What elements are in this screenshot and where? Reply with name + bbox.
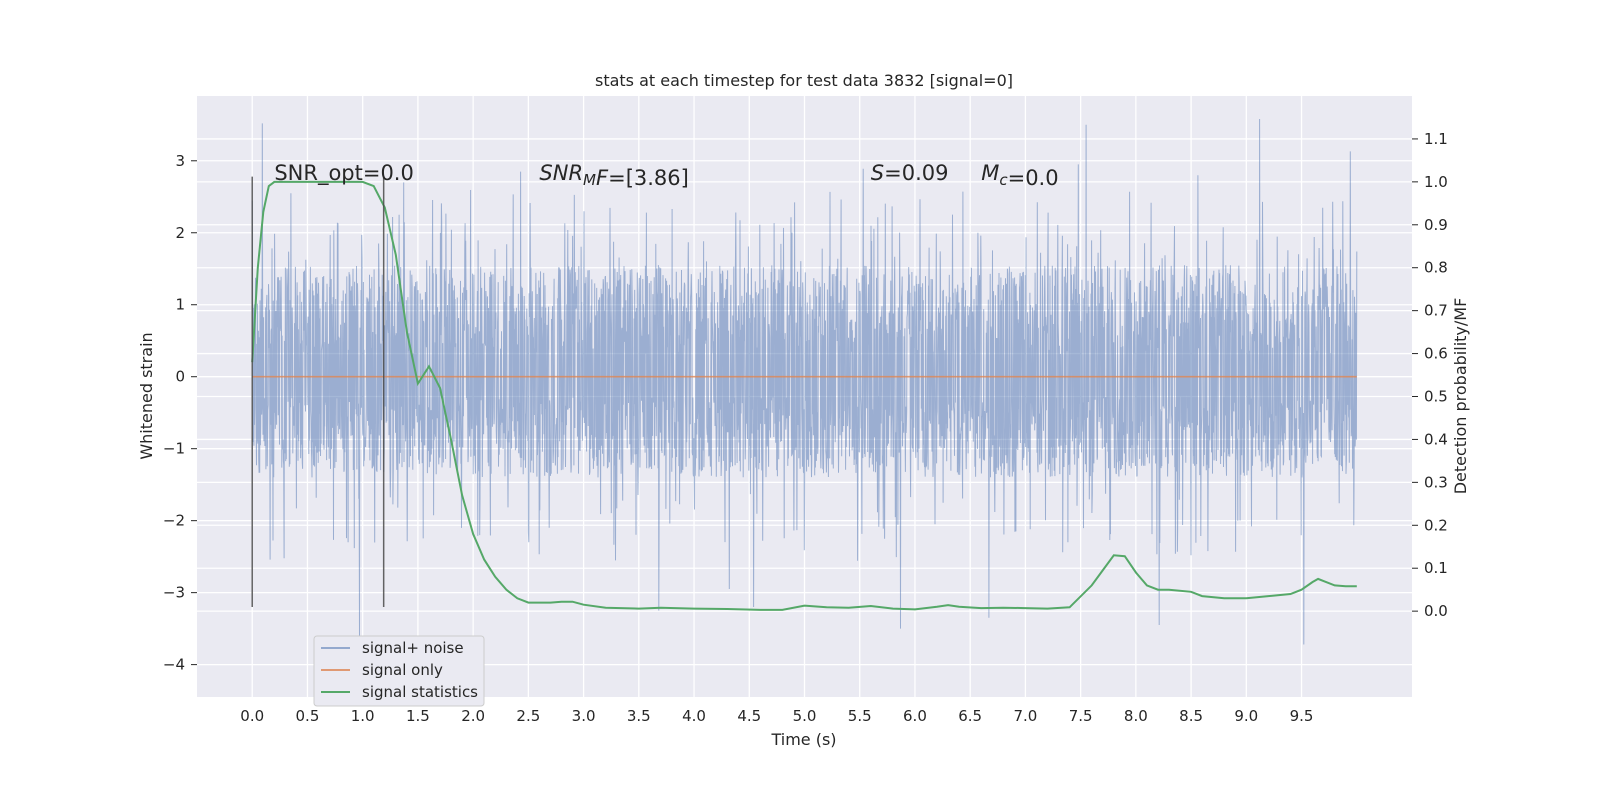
legend-entry-signal-statistics: signal statistics: [362, 683, 478, 701]
legend: signal+ noise signal only signal statist…: [313, 635, 485, 707]
x-tick-label: 7.0: [1013, 707, 1037, 725]
y-axis-label: Whitened strain: [137, 332, 156, 459]
y-tick-label: 2: [175, 224, 185, 242]
x-tick-label: 7.5: [1069, 707, 1093, 725]
x-tick-label: 8.0: [1124, 707, 1148, 725]
annotation-text: SNRMF=[3.86]: [539, 161, 688, 190]
x-tick-label: 1.5: [406, 707, 430, 725]
legend-box: [313, 635, 485, 707]
x-tick-label: 9.5: [1290, 707, 1314, 725]
y-right-tick-label: 1.1: [1424, 130, 1448, 148]
y-right-tick-label: 0.7: [1424, 302, 1448, 320]
x-tick-label: 4.0: [682, 707, 706, 725]
y-right-tick-label: 0.5: [1424, 388, 1448, 406]
x-axis-label: Time (s): [770, 730, 836, 749]
x-tick-label: 0.0: [240, 707, 264, 725]
chart-title: stats at each timestep for test data 383…: [595, 71, 1013, 90]
x-tick-label: 8.5: [1179, 707, 1203, 725]
annotations: SNR_opt=0.0 SNRMF=[3.86] S=0.09 Mc=0.0: [274, 161, 1058, 190]
y-right-tick-label: 0.2: [1424, 516, 1448, 534]
annotation-text: Mc=0.0: [981, 161, 1058, 190]
annotation-text: S=0.09: [871, 161, 949, 185]
x-tick-label: 6.5: [958, 707, 982, 725]
x-tick-label: 3.0: [572, 707, 596, 725]
ticks: 0.0 0.5 1.0 1.5 2.0 2.5 3.0 3.5 4.0 4.5 5.0 5.5 6.0 6…: [163, 130, 1448, 725]
y-right-tick-label: 0.3: [1424, 473, 1448, 491]
y-tick-label: −1: [163, 440, 185, 458]
x-tick-label: 2.5: [516, 707, 540, 725]
y-tick-label: −2: [163, 512, 185, 530]
y-tick-label: −4: [163, 656, 185, 674]
y-right-tick-label: 0.0: [1424, 602, 1448, 620]
series: [251, 118, 1358, 645]
y-right-tick-label: 0.9: [1424, 216, 1448, 234]
y-tick-label: 3: [175, 152, 185, 170]
vlines: [251, 176, 385, 608]
x-tick-label: 5.5: [848, 707, 872, 725]
x-tick-label: 1.0: [351, 707, 375, 725]
x-tick-label: 9.0: [1234, 707, 1258, 725]
y-right-axis-label: Detection probability/MF: [1451, 298, 1470, 495]
y-tick-label: −3: [163, 584, 185, 602]
y-right-tick-label: 0.1: [1424, 559, 1448, 577]
y-tick-label: 0: [175, 368, 185, 386]
series-signal-noise-line: [251, 118, 1358, 645]
y-tick-label: 1: [175, 296, 185, 314]
x-tick-label: 6.0: [903, 707, 927, 725]
series-signal-statistics-line: [251, 180, 1357, 611]
x-tick-label: 3.5: [627, 707, 651, 725]
x-tick-label: 4.5: [737, 707, 761, 725]
annotation-text: SNR_opt=0.0: [274, 161, 414, 186]
y-right-tick-label: 0.8: [1424, 259, 1448, 277]
x-tick-label: 0.5: [296, 707, 320, 725]
legend-entry-signal-only: signal only: [362, 661, 443, 679]
y-right-tick-label: 0.4: [1424, 430, 1448, 448]
x-tick-label: 2.0: [461, 707, 485, 725]
legend-entry-signal-noise: signal+ noise: [362, 639, 464, 657]
y-right-tick-label: 0.6: [1424, 345, 1448, 363]
y-right-tick-label: 1.0: [1424, 173, 1448, 191]
x-tick-label: 5.0: [793, 707, 817, 725]
